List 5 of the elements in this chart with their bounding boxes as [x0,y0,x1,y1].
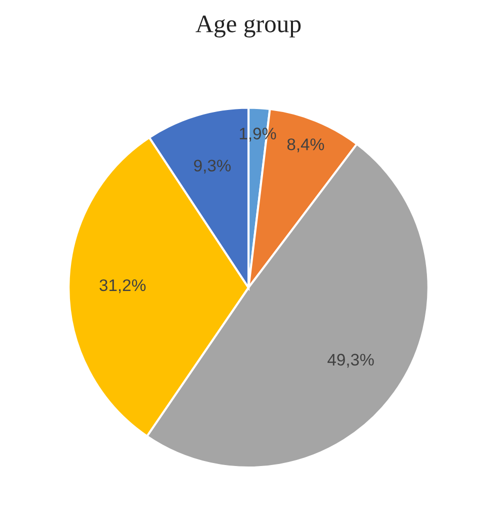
data-label: 49,3% [328,354,374,368]
data-label: 31,2% [100,279,146,294]
data-label: 9,3% [194,160,231,174]
chart-title: Age group [196,16,301,38]
data-label: 8,4% [287,138,324,152]
